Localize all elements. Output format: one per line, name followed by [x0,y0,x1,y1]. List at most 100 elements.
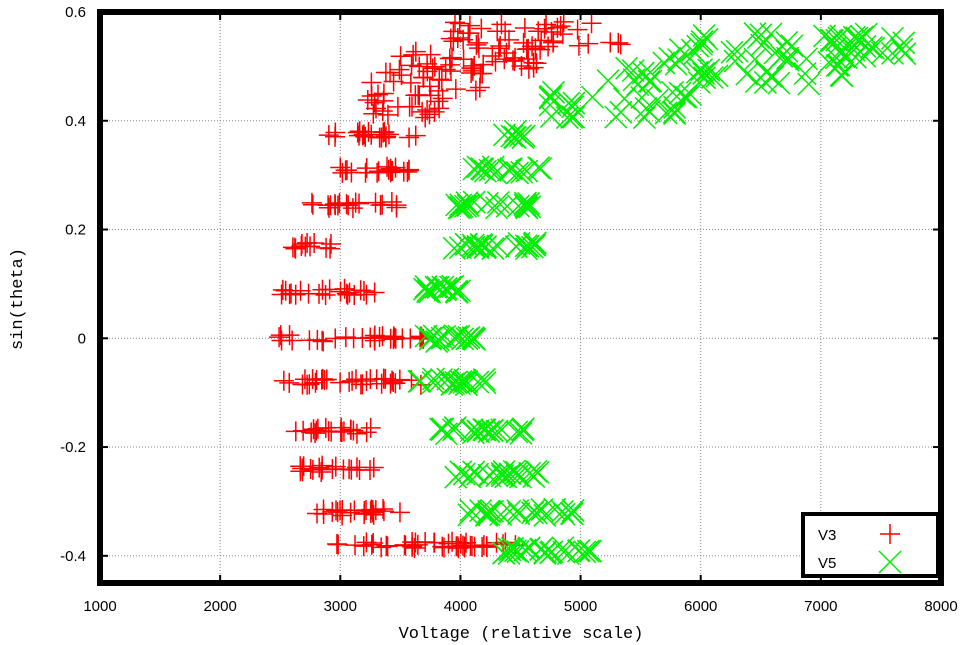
data-point-v3 [325,456,346,477]
data-point-v5 [690,32,714,56]
data-point-v5 [692,61,716,85]
data-point-v3 [415,107,436,128]
data-point-v5 [445,280,469,304]
data-point-v3 [382,370,403,391]
data-point-v3 [357,89,378,110]
data-point-v3 [505,47,526,68]
data-point-v5 [481,499,505,523]
data-point-v3 [462,60,483,81]
data-point-v3 [320,233,341,254]
data-point-v5 [812,24,837,48]
data-point-v5 [850,25,874,49]
data-point-v5 [466,234,490,258]
data-point-v5 [425,330,449,354]
data-point-v3 [339,282,360,303]
data-point-v5 [419,326,443,350]
legend-box [801,512,940,578]
data-point-v5 [557,91,581,115]
data-point-v3 [316,237,337,258]
data-point-v3 [290,456,311,477]
data-point-v5 [663,102,687,126]
y-axis-title: sin(theta) [9,248,28,350]
data-point-v5 [637,69,661,93]
data-point-v5 [562,105,586,129]
data-point-v3 [282,330,303,351]
data-point-v3 [391,65,412,86]
data-point-v3 [517,48,538,69]
data-point-v5 [560,502,584,526]
data-point-v3 [417,99,438,120]
data-point-v5 [685,60,709,84]
data-point-v3 [405,125,426,146]
legend-symbol-v3 [880,524,900,544]
data-point-v3 [547,17,568,38]
data-point-v5 [560,105,584,129]
data-point-v3 [526,53,547,74]
y-tick-label: 0.6 [65,4,86,21]
data-point-v5 [743,47,767,71]
data-point-v5 [461,326,485,350]
data-point-v5 [514,234,538,258]
data-point-v3 [307,418,328,439]
data-point-v3 [438,533,459,554]
data-point-v3 [356,422,377,443]
data-point-v3 [307,329,328,350]
x-axis-title: Voltage (relative scale) [399,625,644,644]
data-point-v3 [356,158,377,179]
data-point-v5 [473,371,497,395]
data-point-v3 [305,372,326,393]
data-point-v3 [476,536,497,557]
data-point-v3 [298,283,319,304]
data-point-v3 [280,283,301,304]
data-point-v3 [297,232,318,253]
data-point-v3 [518,58,539,79]
data-point-v3 [269,327,290,348]
data-point-v5 [820,29,844,53]
data-point-v3 [578,33,599,54]
data-point-v5 [632,106,656,130]
data-point-v5 [474,234,498,259]
data-point-v5 [492,123,516,147]
legend-label-v5: V5 [818,555,836,572]
data-point-v3 [390,46,411,67]
data-point-v3 [345,535,366,556]
data-point-v5 [843,45,867,69]
data-point-v3 [495,21,516,42]
data-point-v5 [506,499,530,523]
data-point-v3 [568,35,589,56]
y-tick-label: -0.2 [60,439,86,456]
data-point-v5 [522,465,546,489]
data-point-v3 [301,192,322,213]
data-point-v5 [720,40,744,64]
data-point-v3 [307,503,328,524]
data-point-v3 [432,88,453,109]
data-point-v3 [325,328,346,349]
data-point-v5 [693,66,717,90]
data-point-v3 [361,534,382,555]
data-point-v5 [661,80,685,104]
data-point-v5 [414,324,438,348]
data-point-v3 [409,85,430,106]
data-point-v3 [405,41,426,62]
data-point-v5 [596,69,620,93]
data-point-v5 [449,195,473,220]
data-point-v3 [581,13,602,34]
data-point-v5 [470,233,494,257]
data-point-v5 [521,501,545,525]
data-point-v3 [386,197,407,218]
data-point-v3 [353,536,374,557]
data-point-v3 [385,157,406,178]
data-point-v3 [550,16,571,37]
data-point-v3 [342,370,363,391]
data-point-v3 [349,125,370,146]
data-point-v5 [495,194,519,218]
data-point-v3 [284,237,305,258]
data-point-v3 [273,370,294,391]
data-point-v5 [469,499,493,523]
data-point-v3 [372,101,393,122]
data-point-v5 [517,191,541,215]
data-point-v3 [465,80,486,101]
series-v5 [407,22,917,566]
data-point-v5 [674,85,698,109]
data-point-v3 [453,29,474,50]
